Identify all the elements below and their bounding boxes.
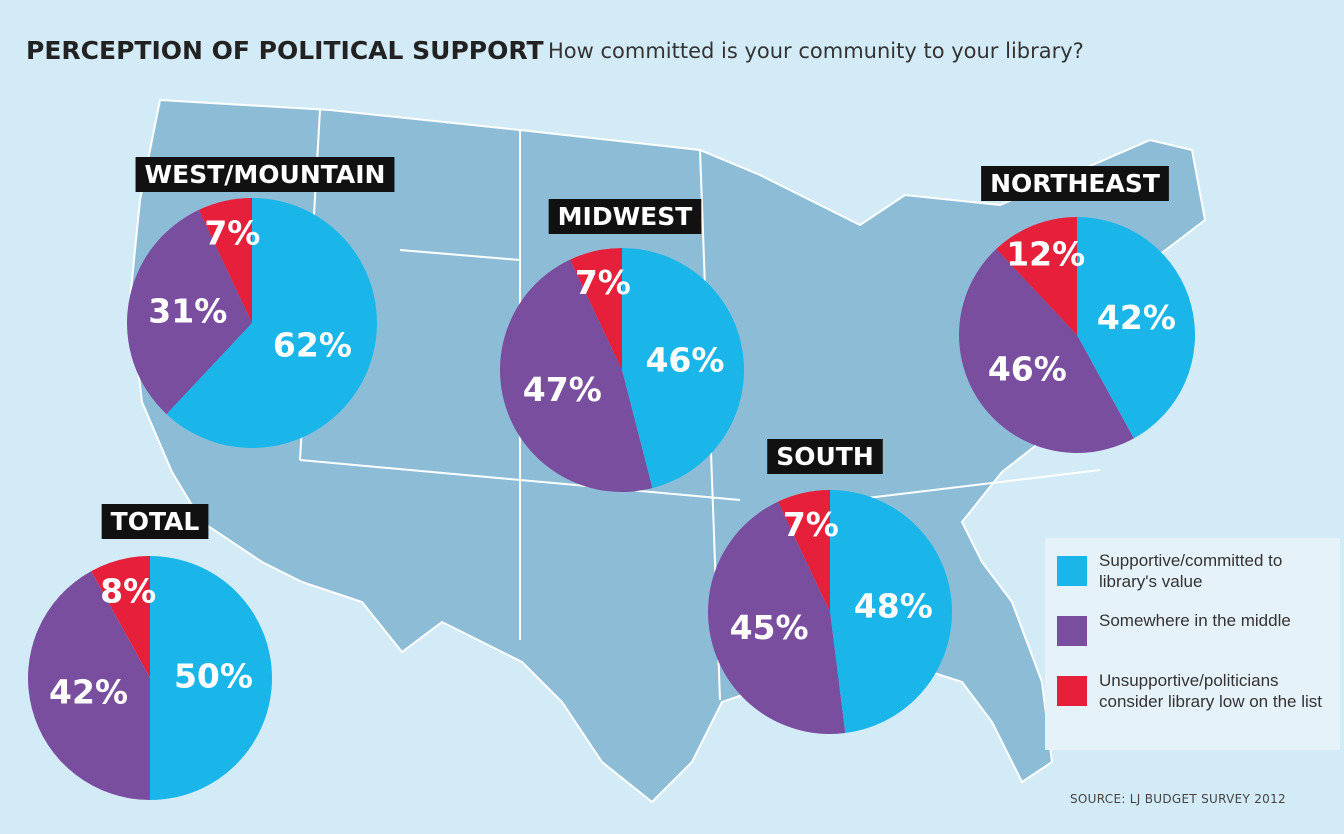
pie-slice [198, 198, 252, 323]
pie-title: SOUTH [776, 442, 874, 471]
data-label: 31% [148, 291, 227, 330]
legend-item: Unsupportive/politicians consider librar… [1057, 670, 1339, 712]
pie-slice [1077, 217, 1195, 439]
pie-slice [778, 490, 830, 612]
pie-title: WEST/MOUNTAIN [145, 160, 386, 189]
data-label: 45% [730, 608, 809, 647]
legend-item: Somewhere in the middle [1057, 610, 1339, 646]
legend-swatch [1057, 616, 1087, 646]
pie-title: TOTAL [111, 507, 200, 536]
pie-slice [126, 209, 252, 415]
pie-title: NORTHEAST [990, 169, 1160, 198]
pie-slice [959, 248, 1134, 453]
source: SOURCE: LJ BUDGET SURVEY 2012 [1070, 792, 1286, 806]
pie-title-bg [767, 439, 883, 474]
data-label: 47% [523, 370, 602, 409]
legend-label: Supportive/committed to library's value [1099, 551, 1283, 591]
pie-slice [166, 198, 378, 448]
pie-slice [150, 556, 272, 800]
data-label: 12% [1006, 235, 1085, 274]
pie-title-bg [101, 504, 209, 539]
legend-label: Unsupportive/politicians consider librar… [1099, 671, 1322, 711]
data-label: 7% [783, 505, 839, 544]
pie-slice [27, 571, 150, 800]
data-label: 48% [854, 587, 933, 626]
pie-slice [996, 217, 1077, 335]
pie-slice [91, 556, 150, 678]
pie-slice [622, 248, 744, 489]
data-label: 46% [988, 350, 1067, 389]
legend-swatch [1057, 556, 1087, 586]
legend-swatch [1057, 676, 1087, 706]
pie-slice [830, 490, 952, 734]
pie-slice [708, 501, 846, 734]
pie-slice [570, 248, 622, 370]
data-label: 42% [1097, 298, 1176, 337]
pie-title: MIDWEST [558, 202, 693, 231]
pie-slice [500, 259, 653, 492]
data-label: 46% [645, 341, 724, 380]
data-label: 62% [273, 325, 352, 364]
pie-title-bg [981, 166, 1169, 201]
legend: Supportive/committed to library's value S… [1045, 538, 1340, 750]
pie-title-bg [135, 157, 395, 192]
data-label: 8% [100, 571, 156, 610]
data-label: 7% [204, 214, 260, 253]
title: PERCEPTION OF POLITICAL SUPPORT [26, 36, 544, 65]
data-label: 42% [49, 672, 128, 711]
pie-title-bg [548, 199, 702, 234]
data-label: 7% [575, 263, 631, 302]
subtitle: How committed is your community to your … [548, 39, 1084, 63]
legend-label: Somewhere in the middle [1099, 611, 1291, 630]
data-label: 50% [174, 657, 253, 696]
legend-item: Supportive/committed to library's value [1057, 550, 1339, 592]
